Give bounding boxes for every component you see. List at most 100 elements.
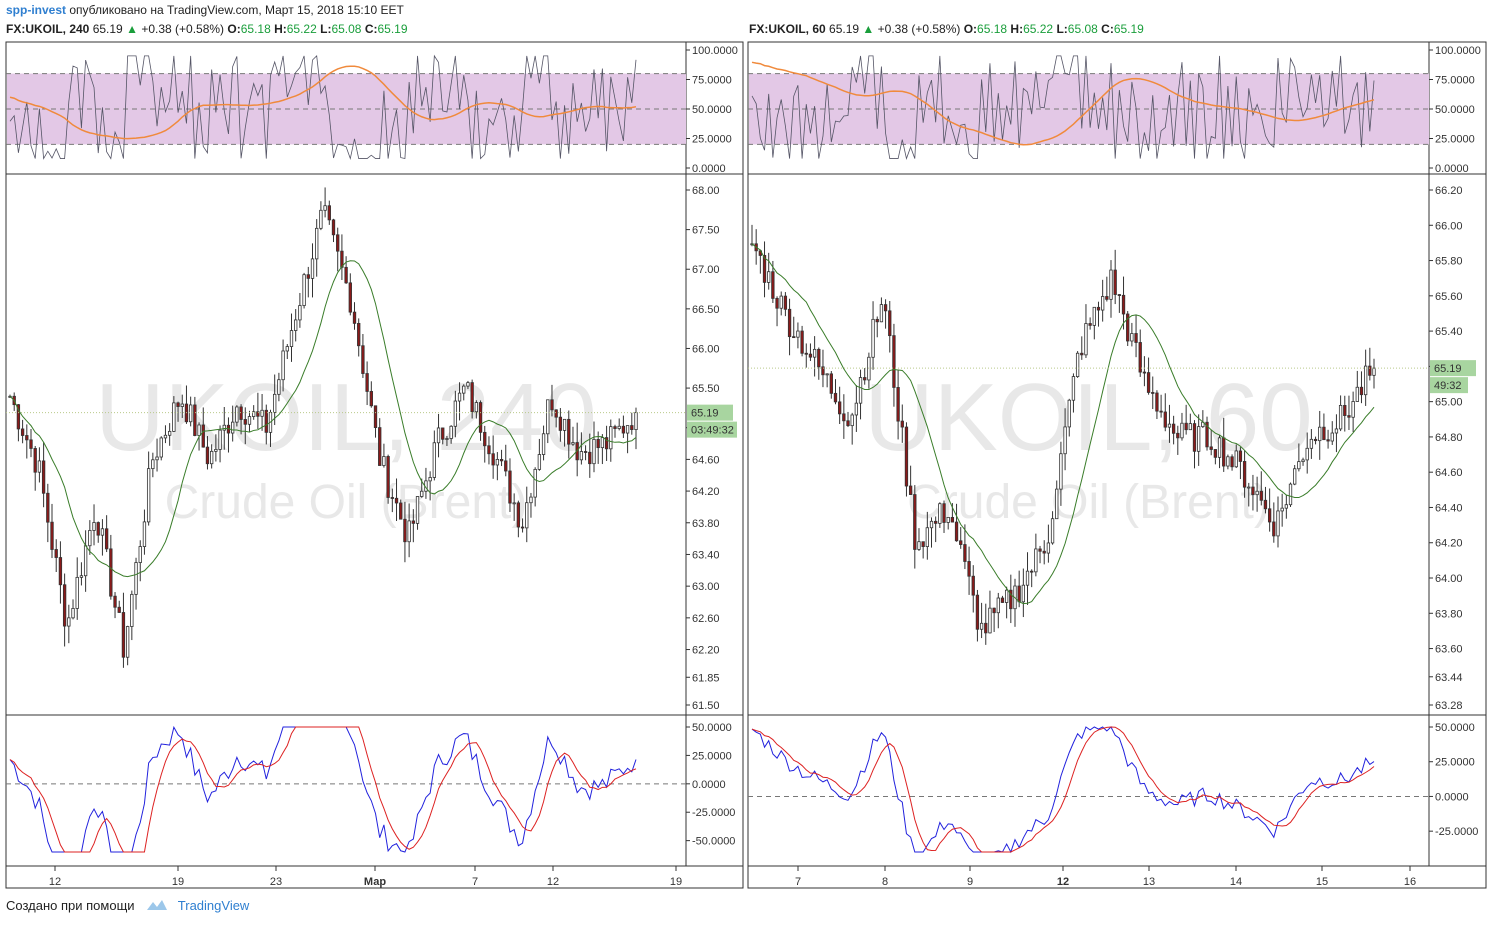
candle-body <box>846 420 850 427</box>
right-price-tick: 64.20 <box>1435 538 1463 550</box>
left-high: 65.22 <box>286 22 317 36</box>
candle-body <box>79 575 84 578</box>
candle-body <box>399 502 403 520</box>
left-price-tick: 65.50 <box>692 383 720 395</box>
left-price-tick: 63.80 <box>692 518 720 530</box>
candle-body <box>558 416 563 431</box>
candle-body <box>1151 392 1155 394</box>
candle-body <box>155 456 159 461</box>
candle-body <box>382 456 386 466</box>
candle-body <box>197 424 201 436</box>
right-symbol: FX:UKOIL, 60 <box>749 22 826 36</box>
left-rsi-tick: 50.0000 <box>692 104 732 116</box>
candle-body <box>1372 367 1376 376</box>
candle-body <box>58 557 63 586</box>
candle-body <box>588 451 592 465</box>
candle-body <box>950 517 955 523</box>
candle-body <box>1117 294 1122 296</box>
candle-body <box>1138 342 1142 373</box>
candle-body <box>946 517 950 523</box>
left-time-tick: 19 <box>172 876 184 888</box>
candle-body <box>541 433 546 455</box>
candle-body <box>520 526 525 529</box>
right-time-tick: 8 <box>882 876 888 888</box>
right-rsi-fast-line <box>751 55 1375 160</box>
candle-body <box>504 460 508 472</box>
candle-body <box>1055 488 1059 520</box>
candle-body <box>988 607 992 634</box>
left-price-tick: 66.50 <box>692 304 720 316</box>
candle-body <box>525 502 529 529</box>
candle-body <box>386 456 390 498</box>
candle-body <box>600 437 605 449</box>
right-price: 65.19 <box>829 22 860 36</box>
candle-body <box>50 521 54 550</box>
left-rsi-tick: 0.0000 <box>692 163 726 175</box>
tradingview-link[interactable]: TradingView <box>177 898 250 913</box>
left-macd-tick: 50.0000 <box>692 722 732 734</box>
candle-body <box>75 576 79 609</box>
candle-body <box>403 518 407 543</box>
left-close: 65.19 <box>377 22 408 36</box>
candle-body <box>883 304 888 312</box>
candle-body <box>231 421 235 434</box>
candle-body <box>1209 446 1213 450</box>
candle-body <box>1222 437 1226 467</box>
candle-body <box>963 544 967 562</box>
left-open: 65.18 <box>240 22 271 36</box>
right-timer-badge-bg <box>1430 377 1468 394</box>
candle-body <box>378 427 382 466</box>
candle-body <box>567 418 571 445</box>
candle-body <box>1101 296 1105 311</box>
left-price: 65.19 <box>92 22 123 36</box>
candle-body <box>533 468 537 498</box>
candle-body <box>779 295 783 309</box>
left-price-tick: 66.00 <box>692 343 720 355</box>
candle-body <box>298 305 302 321</box>
candle-body <box>1297 461 1301 470</box>
candle-body <box>71 608 75 619</box>
candle-body <box>361 345 365 374</box>
left-price-badge-bg <box>687 404 733 421</box>
candle-body <box>838 401 842 415</box>
candle-body <box>1146 372 1151 393</box>
candle-body <box>854 402 859 416</box>
right-rsi-slow-line <box>751 61 1375 146</box>
candle-body <box>159 437 163 458</box>
right-signal-line <box>751 726 1375 853</box>
candle-body <box>1305 447 1309 461</box>
candle-body <box>1255 490 1259 496</box>
candle-body <box>1180 422 1184 439</box>
right-price-tick: 65.00 <box>1435 397 1463 409</box>
left-price-tick: 67.50 <box>692 225 720 237</box>
candle-body <box>1092 306 1096 326</box>
candle-body <box>336 234 340 252</box>
tradingview-logo-icon[interactable] <box>146 898 168 915</box>
left-price-tick: 62.60 <box>692 613 720 625</box>
right-price-badge: 65.19 <box>1434 363 1462 375</box>
candle-body <box>457 392 462 402</box>
candle-body <box>1009 589 1013 610</box>
candle-body <box>436 427 441 444</box>
right-timer-badge: 49:32 <box>1434 380 1462 392</box>
candle-body <box>634 412 638 430</box>
candle-body <box>908 485 913 495</box>
published-text: опубликовано на TradingView.com, Март 15… <box>69 3 404 17</box>
candle-body <box>1017 585 1021 603</box>
candle-body <box>1188 423 1192 431</box>
candle-body <box>913 494 917 550</box>
author-link[interactable]: spp-invest <box>6 3 67 17</box>
right-time-tick: 15 <box>1316 876 1328 888</box>
candle-body <box>900 420 904 428</box>
candle-body <box>260 409 264 417</box>
candle-body <box>138 546 142 563</box>
candle-body <box>1096 306 1101 311</box>
candle-body <box>306 274 310 279</box>
candle-body <box>25 435 29 441</box>
candle-body <box>285 346 289 352</box>
candle-body <box>596 438 600 449</box>
up-arrow-icon: ▲ <box>126 22 138 36</box>
right-rsi-tick: 25.0000 <box>1435 134 1475 146</box>
right-watermark-sub: Crude Oil (Brent) <box>907 476 1270 529</box>
